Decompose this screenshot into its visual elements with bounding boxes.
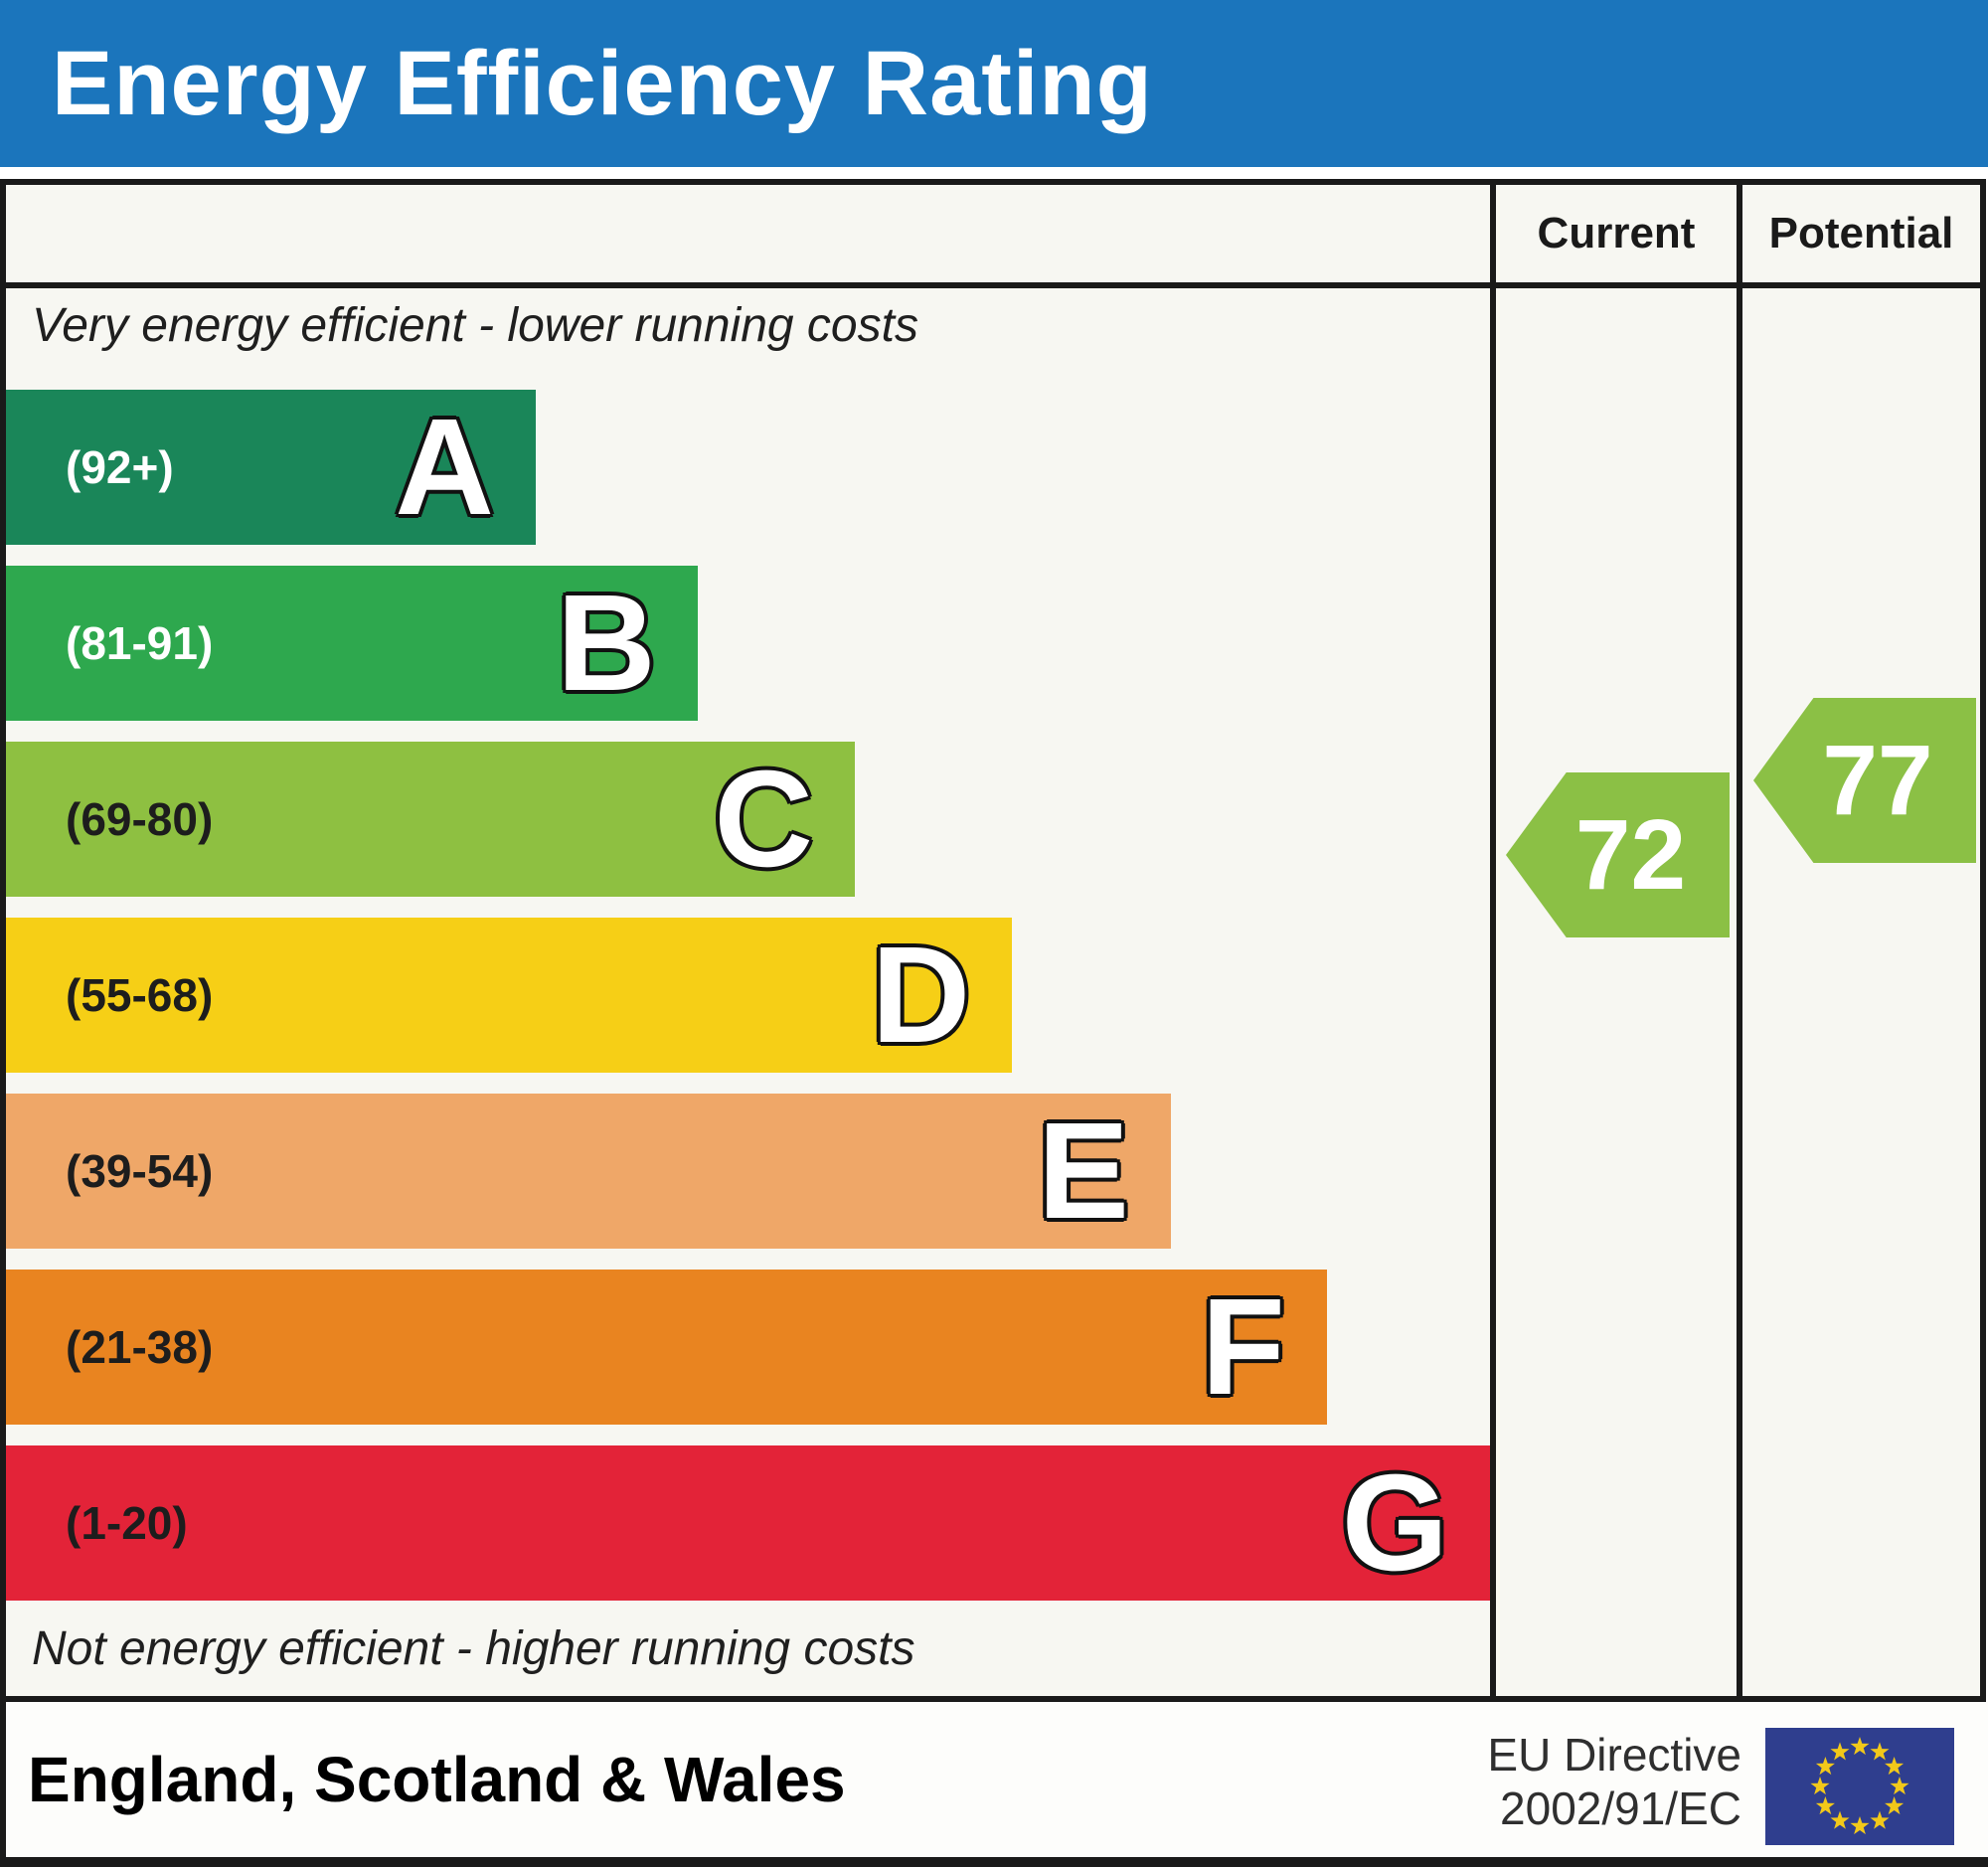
band-letter: G [1341, 1446, 1448, 1600]
band-letter: F [1201, 1271, 1285, 1424]
bottom-efficiency-note: Not energy efficient - higher running co… [32, 1622, 915, 1675]
band-bar-c: (69-80) C [6, 742, 855, 897]
eu-directive-line2: 2002/91/EC [1500, 1782, 1741, 1834]
footer-left-border [0, 1702, 6, 1867]
band-bar-d: (55-68) D [6, 918, 1013, 1073]
footer-bottom-border [0, 1857, 1988, 1867]
current-rating-arrow: 72 [1506, 772, 1730, 937]
title-banner: Energy Efficiency Rating [0, 0, 1988, 167]
top-efficiency-note: Very energy efficient - lower running co… [32, 299, 918, 352]
column-header-current: Current [1537, 209, 1696, 257]
band-bar-a: (92+) A [6, 390, 536, 545]
band-range-label: (92+) [66, 441, 174, 493]
band-row-g: (1-20) G [6, 1445, 1490, 1621]
band-letter: E [1037, 1095, 1129, 1248]
potential-column-divider [1737, 185, 1742, 1696]
band-range-label: (21-38) [66, 1321, 214, 1373]
eu-flag-icon [1765, 1728, 1954, 1845]
band-range-label: (1-20) [66, 1497, 188, 1549]
eu-directive-label: EU Directive 2002/91/EC [1487, 1728, 1741, 1835]
band-row-b: (81-91) B [6, 566, 1490, 742]
band-range-label: (39-54) [66, 1145, 214, 1197]
footer: England, Scotland & Wales EU Directive 2… [0, 1702, 1988, 1857]
band-bar-g: (1-20) G [6, 1445, 1490, 1601]
band-letter: C [714, 743, 813, 896]
band-range-label: (55-68) [66, 969, 214, 1021]
potential-rating-arrow: 77 [1753, 698, 1976, 863]
band-row-e: (39-54) E [6, 1094, 1490, 1270]
band-bar-f: (21-38) F [6, 1270, 1327, 1425]
current-column-divider [1490, 185, 1496, 1696]
column-header-potential: Potential [1768, 209, 1954, 257]
band-row-a: (92+) A [6, 390, 1490, 566]
region-label: England, Scotland & Wales [28, 1744, 846, 1815]
band-row-d: (55-68) D [6, 918, 1490, 1094]
band-bar-b: (81-91) B [6, 566, 698, 721]
band-letter: D [871, 919, 971, 1072]
current-rating-value: 72 [1574, 798, 1687, 911]
potential-rating-value: 77 [1822, 724, 1933, 836]
band-range-label: (69-80) [66, 793, 214, 845]
page-title: Energy Efficiency Rating [52, 32, 1153, 134]
header-divider-line [6, 282, 1980, 288]
band-letter: B [557, 567, 656, 720]
band-row-f: (21-38) F [6, 1270, 1490, 1445]
band-letter: A [395, 391, 494, 544]
band-bars: (92+) A (81-91) B (69-80) C (55-68) D (3 [6, 390, 1490, 1621]
eu-directive-line1: EU Directive [1487, 1729, 1741, 1781]
band-bar-e: (39-54) E [6, 1094, 1171, 1249]
band-range-label: (81-91) [66, 617, 214, 669]
epc-rating-chart: Current Potential Very energy efficient … [0, 179, 1986, 1702]
band-row-c: (69-80) C [6, 742, 1490, 918]
